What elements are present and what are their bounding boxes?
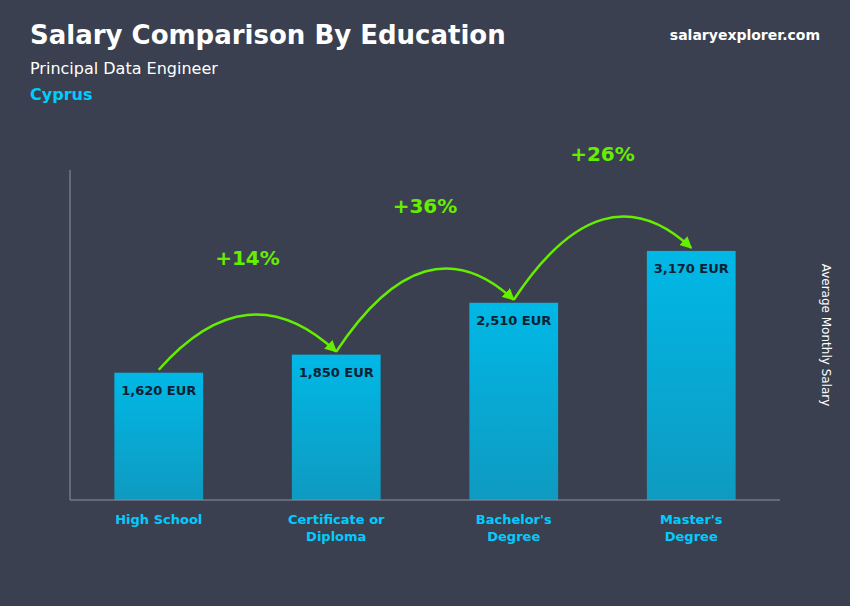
bar: [469, 303, 558, 500]
plot-area: [114, 251, 735, 500]
change-arrows: [159, 217, 692, 370]
value-label: 1,850 EUR: [299, 365, 374, 380]
source: salaryexplorer.com: [670, 27, 820, 43]
change-arrow: [159, 314, 337, 369]
y-axis-line: [70, 170, 71, 500]
chart-container: Salary Comparison By Education Principal …: [0, 0, 850, 606]
value-label: 3,170 EUR: [654, 261, 729, 276]
y-axis-label: Average Monthly Salary: [819, 264, 833, 407]
category-label: Certificate orDiploma: [288, 512, 385, 544]
chart: Salary Comparison By Education Principal …: [0, 0, 850, 606]
category-label: Master'sDegree: [660, 512, 723, 544]
change-arrow: [336, 268, 514, 351]
country: Cyprus: [30, 85, 92, 104]
change-label: +36%: [393, 194, 458, 218]
title: Salary Comparison By Education: [30, 20, 506, 50]
change-arrow: [514, 217, 692, 300]
bar: [647, 251, 736, 500]
change-label: +26%: [570, 142, 635, 166]
change-label: +14%: [215, 246, 280, 270]
subtitle: Principal Data Engineer: [30, 59, 218, 78]
value-label: 2,510 EUR: [476, 313, 551, 328]
category-label: High School: [115, 512, 202, 527]
background: [0, 0, 850, 606]
bar: [292, 355, 381, 500]
category-label: Bachelor'sDegree: [476, 512, 552, 544]
value-label: 1,620 EUR: [121, 383, 196, 398]
bar: [114, 373, 203, 500]
